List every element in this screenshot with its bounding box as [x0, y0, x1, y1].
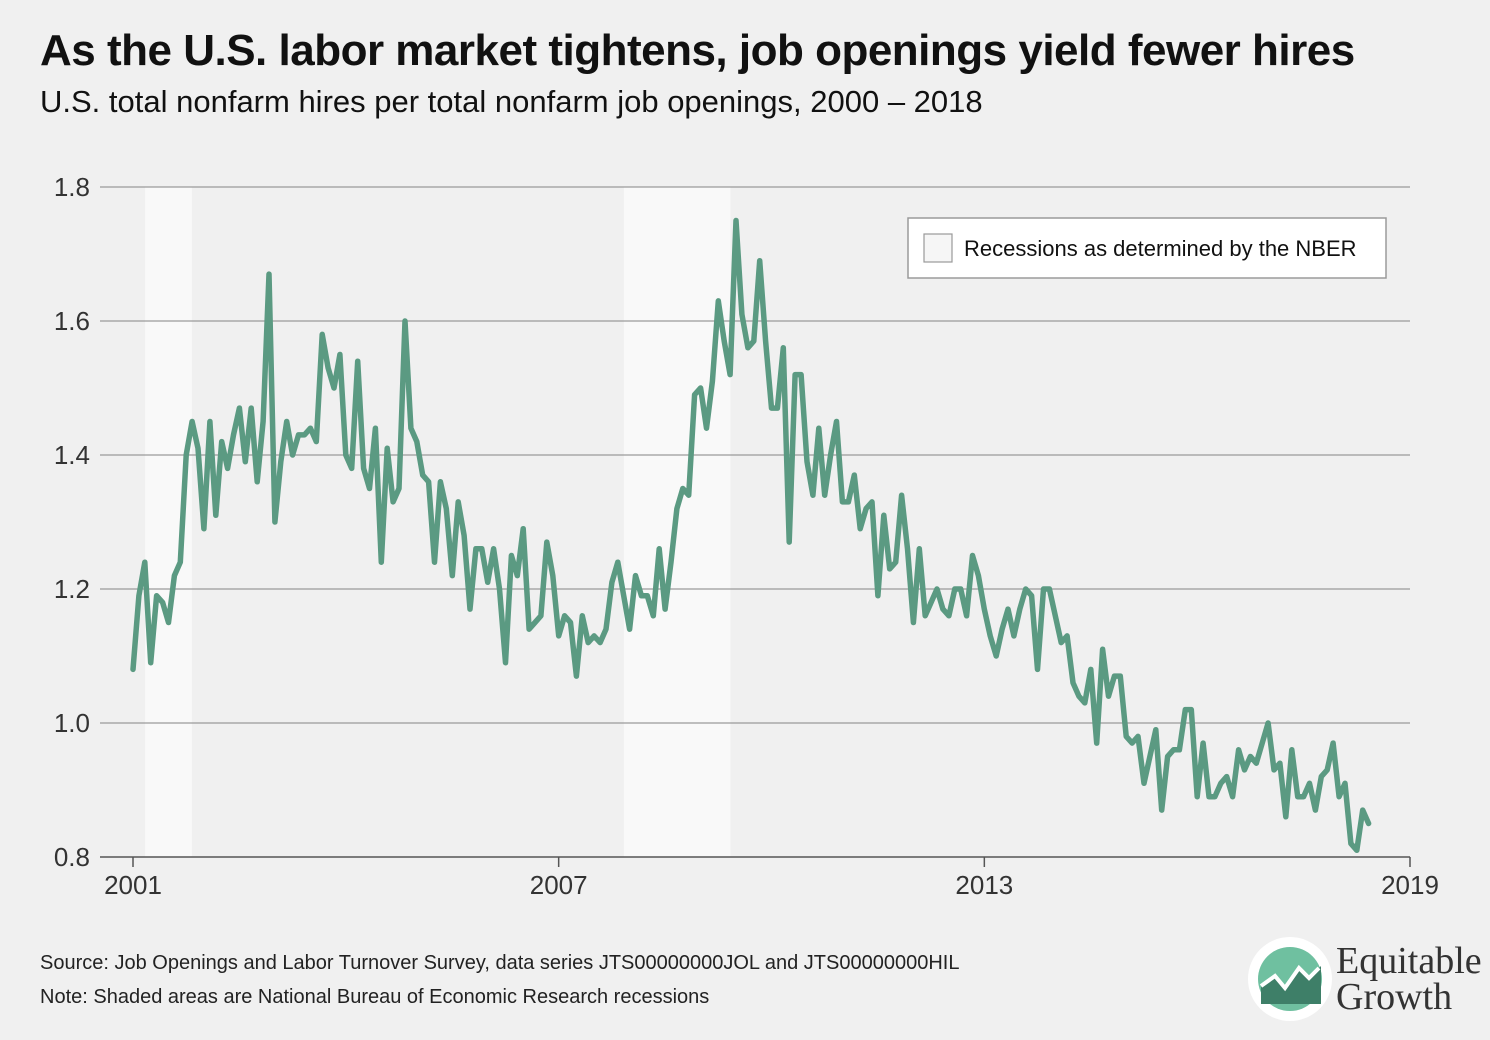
- growth-chart-icon: [1248, 937, 1332, 1021]
- chart-subtitle: U.S. total nonfarm hires per total nonfa…: [40, 84, 983, 119]
- chart-title: As the U.S. labor market tightens, job o…: [40, 26, 1355, 75]
- logo-line-1: Equitable: [1336, 940, 1482, 982]
- footnote: Note: Shaded areas are National Bureau o…: [40, 986, 710, 1008]
- y-tick-label: 1.8: [54, 172, 90, 202]
- y-tick-label: 1.6: [54, 306, 90, 336]
- y-tick-label: 1.0: [54, 708, 90, 738]
- y-tick-label: 1.4: [54, 440, 90, 470]
- line-chart: 0.8 1.0 1.2 1.4 1.6 1.8 2001 2007 2013 2019 Rece…: [54, 172, 1439, 900]
- legend-label-recession: Recessions as determined by the NBER: [964, 236, 1357, 261]
- x-tick-label: 2007: [530, 870, 588, 900]
- legend-swatch-recession: [923, 233, 953, 263]
- y-tick-label: 0.8: [54, 842, 90, 872]
- legend: Recessions as determined by the NBER: [907, 217, 1387, 279]
- x-tick-label: 2013: [955, 870, 1013, 900]
- equitable-growth-logo: Equitable Growth: [1248, 934, 1484, 1024]
- series-line-hires-per-opening: [130, 217, 1372, 854]
- logo-line-2: Growth: [1336, 976, 1453, 1018]
- legend-box: [907, 217, 1387, 279]
- logo-wordmark: Equitable Growth: [1336, 940, 1482, 1018]
- gridlines: 0.8 1.0 1.2 1.4 1.6 1.8: [54, 172, 1410, 872]
- y-tick-label: 1.2: [54, 574, 90, 604]
- series-layer: [130, 217, 1372, 854]
- source-note: Source: Job Openings and Labor Turnover …: [40, 952, 960, 974]
- x-tick-label: 2001: [104, 870, 162, 900]
- axes: 2001 2007 2013 2019: [100, 856, 1439, 900]
- x-tick-label: 2019: [1381, 870, 1439, 900]
